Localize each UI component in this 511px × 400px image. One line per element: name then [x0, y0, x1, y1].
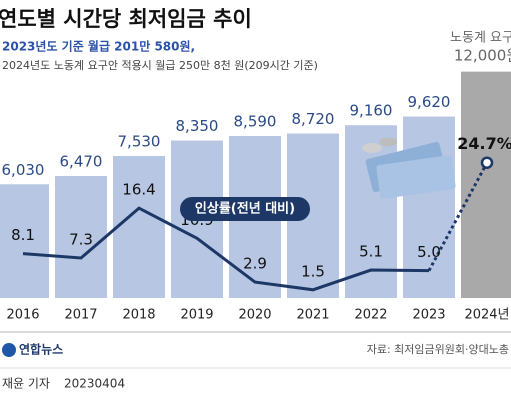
rate-value-label: 2.9: [243, 255, 267, 273]
money-illustration: [362, 137, 456, 199]
banknote: [376, 155, 456, 199]
x-tick-label: 2018: [122, 308, 155, 323]
chart-title: 연도별 시간당 최저임금 추이: [0, 7, 252, 31]
x-tick-label: 2022: [354, 308, 387, 323]
legend-label: 인상률(전년 대비): [195, 201, 295, 217]
bar: [461, 71, 511, 298]
byline: 20230404: [64, 377, 125, 391]
x-tick-label: 2020: [238, 308, 271, 323]
x-tick-label: 2023: [412, 308, 445, 323]
x-tick-label: 2019: [180, 308, 213, 323]
legend-box: [180, 197, 310, 221]
bar-value-label: 9,620: [408, 93, 451, 111]
bar-value-label: 7,530: [118, 132, 161, 150]
rate-value-label: 1.5: [301, 262, 325, 280]
rate-marker: [480, 156, 494, 169]
bar-value-label: 8,590: [234, 112, 277, 130]
bar-value-label: 6,470: [60, 152, 103, 170]
bar: [0, 184, 49, 298]
bar-value-label: 12,000원: [454, 47, 511, 65]
annotation: 노동계 요구안: [450, 31, 511, 46]
coin: [362, 143, 382, 153]
rate-line: [22, 206, 430, 292]
rate-value-label: 8.1: [11, 226, 35, 244]
source: 자료: 최저임금위원회·양대노총: [367, 343, 509, 356]
bar-value-label: 8,350: [176, 117, 219, 135]
bar-value-label: 8,720: [292, 110, 335, 128]
bar: [113, 155, 165, 298]
byline: 재윤 기자: [2, 377, 50, 391]
coin: [379, 137, 397, 147]
x-tick-label: 2021: [296, 308, 329, 323]
subtitle: 2023년도 기준 월급 201만 580원,: [2, 39, 195, 54]
credit: 연합뉴스: [19, 342, 63, 357]
rate-value-label: 5.0: [417, 243, 441, 261]
subtitle: 2024년도 노동계 요구안 적용시 월급 250만 8천 원(209시간 기준…: [2, 58, 318, 72]
bar-value-label: 9,160: [350, 102, 393, 120]
bar-value-label: 6,030: [2, 161, 45, 179]
x-tick-label: 2017: [64, 308, 97, 323]
x-tick-label: 2024년: [464, 308, 509, 323]
bar: [55, 175, 107, 298]
rate-value-label: 7.3: [69, 231, 93, 249]
logo-icon: [2, 343, 16, 357]
rate-value-label: 5.1: [359, 243, 383, 261]
rate-line-projection: [427, 161, 489, 272]
rate-value-label: 16.4: [122, 181, 155, 199]
rate-value-label: 24.7%: [457, 134, 511, 153]
x-tick-label: 2016: [6, 308, 39, 323]
